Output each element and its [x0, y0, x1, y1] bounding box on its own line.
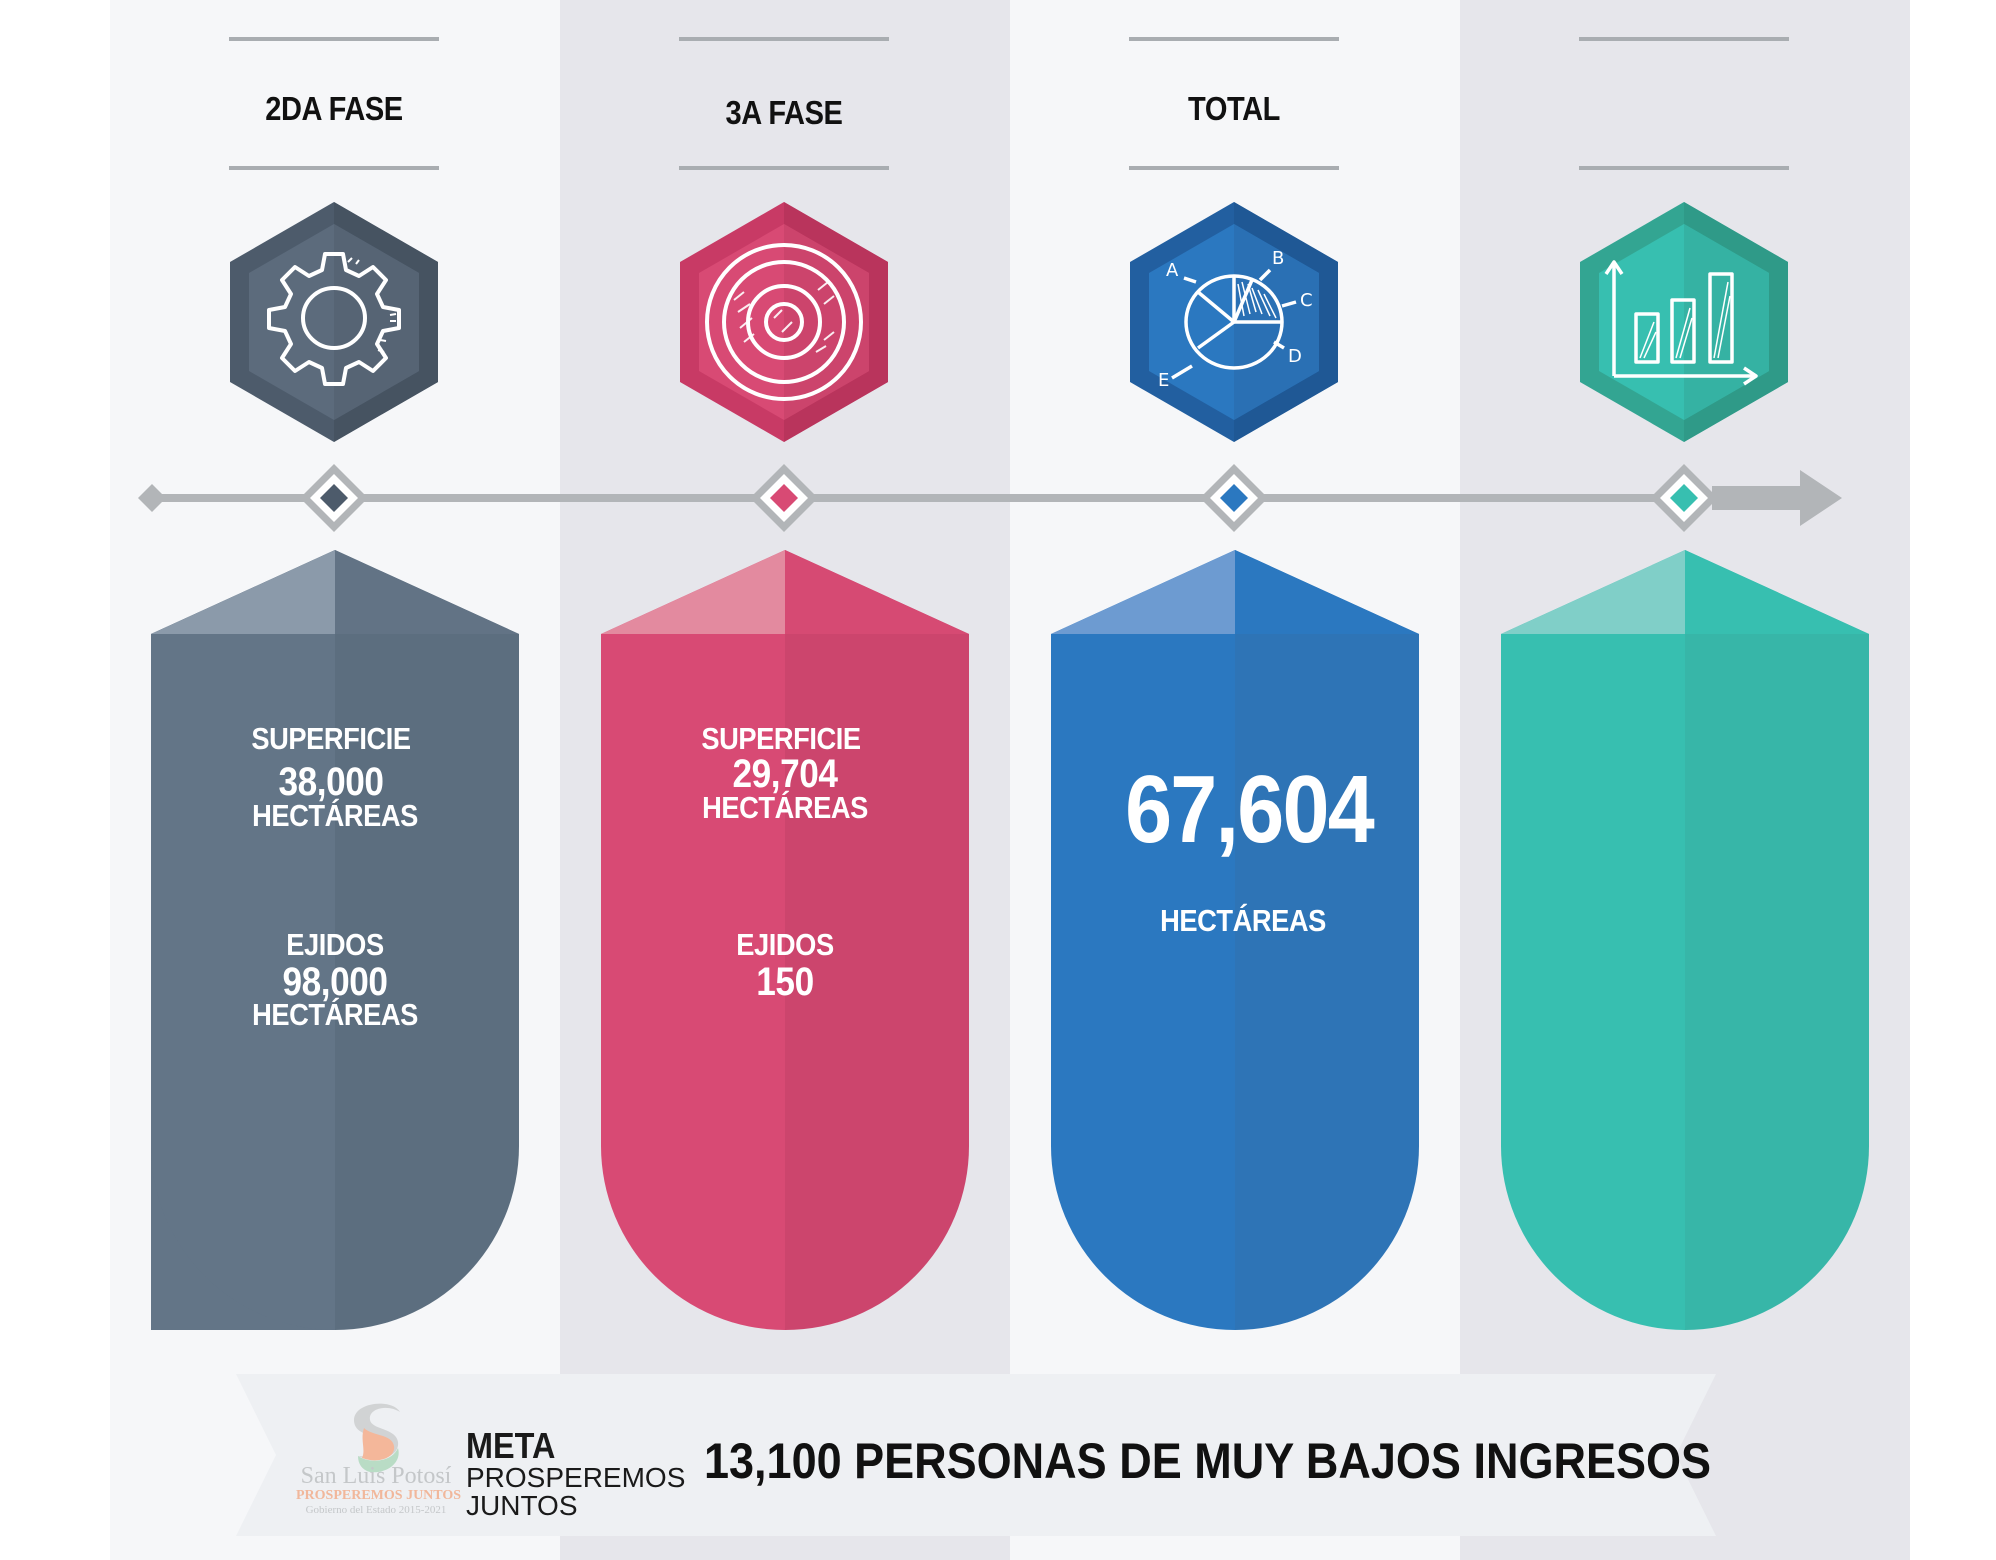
meta-block: META PROSPEREMOS JUNTOS	[466, 1428, 685, 1520]
fase3-superficie-unit: HECTÁREAS	[702, 790, 868, 825]
gear-icon	[230, 202, 438, 442]
logo-name: San Luis Potosí	[300, 1463, 452, 1489]
header-rule-bottom-4	[1579, 166, 1789, 170]
banner-fase-2	[151, 550, 519, 1330]
header-rule-top-2	[679, 37, 889, 41]
fase3-ejidos-value: 150	[756, 960, 814, 1004]
phase-title-2da-fase: 2DA FASE	[265, 90, 403, 127]
fase3-superficie-label: SUPERFICIE	[701, 721, 861, 756]
meta-title: META	[466, 1425, 556, 1466]
banner-empty	[1501, 550, 1869, 1330]
header-rule-bottom-3	[1129, 166, 1339, 170]
banner-total	[1051, 550, 1419, 1330]
total-unit: HECTÁREAS	[1160, 903, 1326, 938]
footer-ribbon	[236, 1374, 1716, 1536]
total-value: 67,604	[1125, 756, 1375, 863]
logo-government: Gobierno del Estado 2015-2021	[305, 1504, 447, 1516]
pie-label-a: A	[1166, 260, 1179, 281]
banner-fase-3	[601, 550, 969, 1330]
fase3-superficie-value: 29,704	[732, 752, 838, 796]
header-rule-bottom-2	[679, 166, 889, 170]
fase2-superficie-unit: HECTÁREAS	[252, 798, 418, 833]
logo-icon	[354, 1403, 400, 1473]
header-rule-top-4	[1579, 37, 1789, 41]
meta-line-2: JUNTOS	[466, 1490, 578, 1521]
phase-title-total: TOTAL	[1188, 90, 1280, 127]
header-rule-top-1	[229, 37, 439, 41]
pie-label-e: E	[1158, 370, 1169, 391]
header-rule-bottom-1	[229, 166, 439, 170]
footer-headline: 13,100 PERSONAS DE MUY BAJOS INGRESOS	[704, 1433, 1711, 1489]
fase3-ejidos-label: EJIDOS	[736, 927, 834, 962]
logo-slogan: PROSPEREMOS JUNTOS	[296, 1488, 462, 1503]
pie-label-c: C	[1300, 290, 1313, 311]
pie-label-d: D	[1288, 346, 1302, 367]
phase-title-3a-fase: 3A FASE	[725, 94, 843, 131]
fase2-ejidos-unit: HECTÁREAS	[252, 997, 418, 1032]
pie-chart-icon: A B C D E	[1130, 202, 1338, 442]
fase2-ejidos-value: 98,000	[282, 960, 388, 1004]
fase2-superficie-value: 38,000	[278, 760, 384, 804]
fase2-ejidos-label: EJIDOS	[286, 927, 384, 962]
fase2-superficie-label: SUPERFICIE	[251, 721, 411, 756]
header-rule-top-3	[1129, 37, 1339, 41]
pie-label-b: B	[1272, 248, 1284, 269]
target-icon	[680, 202, 888, 442]
meta-line-1: PROSPEREMOS	[466, 1462, 686, 1493]
bar-chart-icon	[1580, 202, 1788, 442]
